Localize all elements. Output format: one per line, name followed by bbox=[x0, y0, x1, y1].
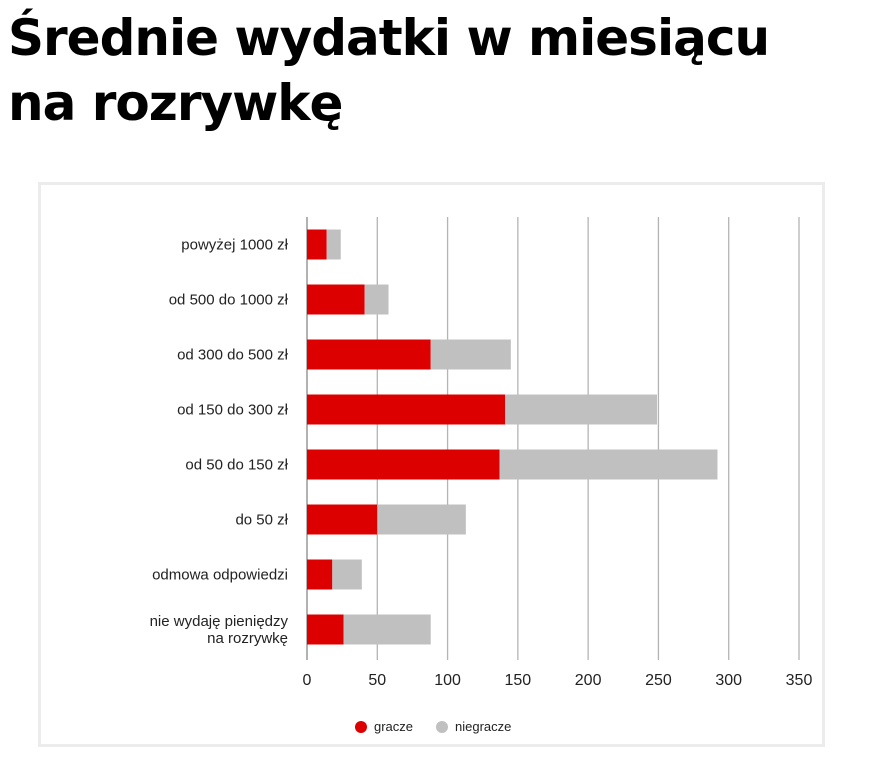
bar-niegracze-0 bbox=[326, 229, 341, 260]
legend-label-gracze: gracze bbox=[374, 719, 413, 734]
bar-niegracze-3 bbox=[505, 394, 658, 425]
bar-niegracze-4 bbox=[499, 449, 718, 480]
legend-marker-gracze bbox=[355, 721, 367, 733]
category-label-7-line-0: nie wydaję pieniędzy bbox=[150, 613, 289, 630]
x-tick-label-200: 200 bbox=[575, 672, 602, 689]
x-tick-label-300: 300 bbox=[715, 672, 742, 689]
chart-svg: 0 50 100 150 200 250 300 350 powyżej 1000 zł od 5… bbox=[150, 217, 813, 734]
bar-gracze-7 bbox=[307, 614, 344, 645]
bar-niegracze-1 bbox=[364, 284, 389, 315]
bar-gracze-4 bbox=[307, 449, 500, 480]
category-label-7-line-1: na rozrywkę bbox=[207, 630, 288, 647]
bar-niegracze-2 bbox=[430, 339, 511, 370]
category-label-1: od 500 do 1000 zł bbox=[169, 292, 289, 309]
category-label-0: powyżej 1000 zł bbox=[181, 237, 288, 254]
bar-gracze-0 bbox=[307, 229, 327, 260]
x-tick-label-350: 350 bbox=[786, 672, 813, 689]
category-label-6: odmowa odpowiedzi bbox=[152, 567, 288, 584]
page-title-line1: Średnie wydatki w miesiącu bbox=[8, 9, 770, 67]
page-title: Średnie wydatki w miesiącu na rozrywkę bbox=[8, 6, 848, 136]
category-label-4: od 50 do 150 zł bbox=[185, 457, 288, 474]
legend-marker-niegracze bbox=[436, 721, 448, 733]
bar-gracze-5 bbox=[307, 504, 378, 535]
bar-gracze-2 bbox=[307, 339, 431, 370]
x-tick-label-100: 100 bbox=[434, 672, 461, 689]
bar-gracze-6 bbox=[307, 559, 333, 590]
chart-frame: 0 50 100 150 200 250 300 350 powyżej 1000 zł od 5… bbox=[38, 182, 825, 747]
bar-niegracze-6 bbox=[332, 559, 362, 590]
bar-gracze-1 bbox=[307, 284, 365, 315]
x-tick-label-250: 250 bbox=[645, 672, 672, 689]
x-tick-label-150: 150 bbox=[505, 672, 532, 689]
legend-label-niegracze: niegracze bbox=[455, 719, 511, 734]
bar-gracze-3 bbox=[307, 394, 506, 425]
x-tick-label-50: 50 bbox=[368, 672, 386, 689]
category-label-2: od 300 do 500 zł bbox=[177, 347, 289, 364]
bar-niegracze-7 bbox=[343, 614, 431, 645]
bar-niegracze-5 bbox=[377, 504, 466, 535]
category-label-3: od 150 do 300 zł bbox=[177, 402, 289, 419]
category-label-5: do 50 zł bbox=[235, 512, 288, 529]
x-tick-label-0: 0 bbox=[303, 672, 312, 689]
page-title-line2: na rozrywkę bbox=[8, 74, 343, 132]
